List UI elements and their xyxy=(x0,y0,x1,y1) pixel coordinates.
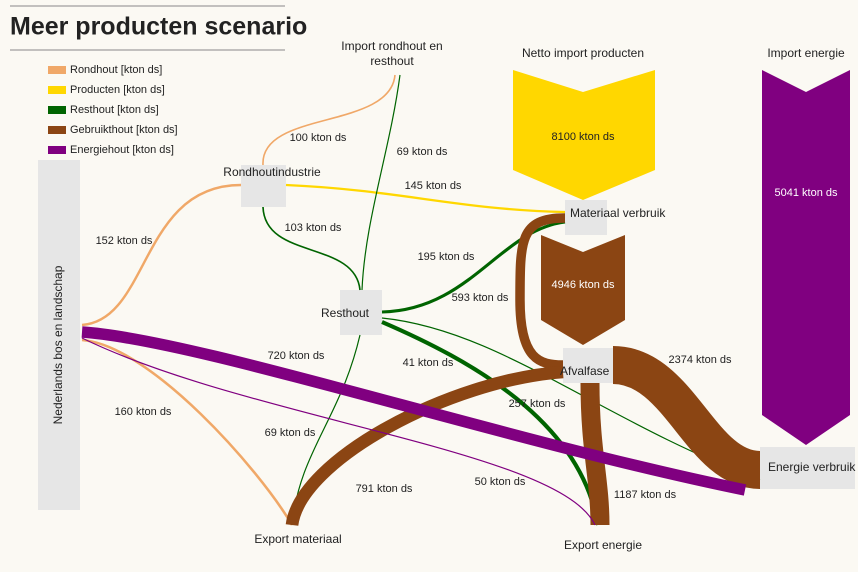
node-label: resthout xyxy=(370,54,414,68)
flow xyxy=(580,382,610,526)
flow xyxy=(611,346,762,489)
flow-label: 145 kton ds xyxy=(405,180,462,192)
legend-label: Gebruikthout [kton ds] xyxy=(70,124,178,136)
flow xyxy=(81,326,747,496)
node xyxy=(38,160,80,510)
flow-label: 720 kton ds xyxy=(268,350,325,362)
flow-label: 41 kton ds xyxy=(403,357,454,369)
flow xyxy=(262,206,361,291)
flow-label: 100 kton ds xyxy=(290,132,347,144)
legend-label: Energiehout [kton ds] xyxy=(70,144,174,156)
flow-label: 69 kton ds xyxy=(265,427,316,439)
node-label: Rondhoutindustrie xyxy=(223,165,321,179)
legend: Rondhout [kton ds] Producten [kton ds] R… xyxy=(48,64,178,156)
node-label: Energie verbruik xyxy=(768,460,856,474)
flow xyxy=(381,220,566,314)
flow xyxy=(381,320,601,526)
legend-swatch xyxy=(48,126,66,134)
legend-swatch xyxy=(48,86,66,94)
node-label: Import rondhout en xyxy=(341,39,442,53)
node-label: Materiaal verbruik xyxy=(570,206,666,220)
node-label: Nederlands bos en landschap xyxy=(51,265,65,424)
legend-label: Rondhout [kton ds] xyxy=(70,64,162,76)
flow-label: 195 kton ds xyxy=(418,251,475,263)
title: Meer producten scenario xyxy=(10,13,307,41)
flow xyxy=(515,213,566,370)
flow xyxy=(262,74,396,166)
node-label: Export energie xyxy=(564,538,642,552)
node xyxy=(340,290,382,335)
legend-swatch xyxy=(48,66,66,74)
flow-label: 69 kton ds xyxy=(397,146,448,158)
legend-swatch xyxy=(48,146,66,154)
node xyxy=(241,165,286,207)
import-arrow xyxy=(513,70,655,200)
flow-label: 2374 kton ds xyxy=(669,354,732,366)
node xyxy=(563,348,613,383)
import-label: 8100 kton ds xyxy=(552,131,615,143)
flow xyxy=(81,338,294,526)
flows xyxy=(81,74,762,527)
flow xyxy=(81,337,596,526)
flow-label: 103 kton ds xyxy=(285,222,342,234)
node-label: Netto import producten xyxy=(522,46,644,60)
node-label: Import energie xyxy=(767,46,845,60)
legend-swatch xyxy=(48,106,66,114)
import-arrow xyxy=(762,70,850,445)
node xyxy=(760,447,855,489)
node-label: Export materiaal xyxy=(254,532,341,546)
flow xyxy=(285,183,566,214)
legend-label: Resthout [kton ds] xyxy=(70,104,159,116)
import-label: 4946 kton ds xyxy=(552,279,615,291)
legend-label: Producten [kton ds] xyxy=(70,84,165,96)
flow-label: 257 kton ds xyxy=(509,398,566,410)
node-label: Resthout xyxy=(321,306,370,320)
flow-label: 593 kton ds xyxy=(452,292,509,304)
flow xyxy=(81,183,242,327)
flow-label: 50 kton ds xyxy=(475,476,526,488)
flow-label: 1187 kton ds xyxy=(614,489,677,501)
flow xyxy=(361,74,401,291)
flow-label: 160 kton ds xyxy=(115,406,172,418)
node-label: Afvalfase xyxy=(560,364,610,378)
flow-label: 152 kton ds xyxy=(96,235,153,247)
flow xyxy=(285,365,564,527)
import-label: 5041 kton ds xyxy=(775,187,838,199)
node xyxy=(565,200,607,235)
import-arrow xyxy=(541,235,625,345)
flow-label: 791 kton ds xyxy=(356,483,413,495)
